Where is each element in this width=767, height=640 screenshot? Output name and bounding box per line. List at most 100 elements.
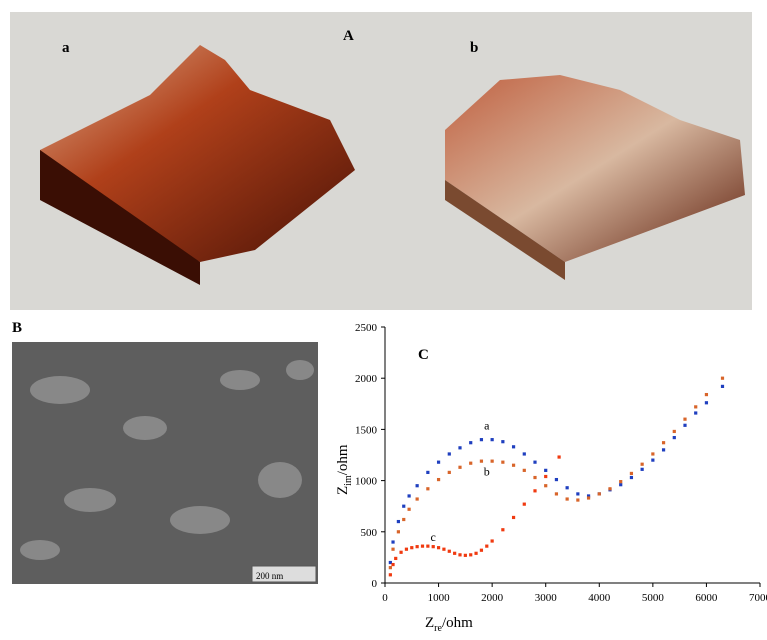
y-tick-label: 0: [372, 578, 378, 590]
point: [576, 498, 579, 501]
point: [437, 478, 440, 481]
panel-label: B: [12, 320, 22, 336]
point: [474, 552, 477, 555]
point: [416, 484, 419, 487]
point: [619, 483, 622, 486]
point: [391, 548, 394, 551]
point: [630, 476, 633, 479]
scale-bar-label: 200 nm: [256, 571, 283, 581]
point: [566, 486, 569, 489]
x-tick-label: 7000: [749, 592, 767, 604]
point: [389, 573, 392, 576]
point: [448, 452, 451, 455]
point: [480, 549, 483, 552]
point: [453, 552, 456, 555]
y-axis-label: Zim/ohm: [335, 444, 354, 495]
point: [469, 553, 472, 556]
point: [705, 401, 708, 404]
y-tick-label: 1500: [355, 424, 378, 436]
curve-label: c: [431, 530, 436, 544]
point: [410, 546, 413, 549]
point: [608, 487, 611, 490]
point: [544, 484, 547, 487]
point: [576, 492, 579, 495]
point: [480, 438, 483, 441]
point: [555, 478, 558, 481]
point: [405, 548, 408, 551]
point: [485, 545, 488, 548]
x-axis-label: Zre/ohm: [425, 615, 473, 634]
point: [437, 546, 440, 549]
point: [619, 480, 622, 483]
point: [641, 463, 644, 466]
point: [442, 548, 445, 551]
nyquist-plot: 0500100015002000250001000200030004000500…: [335, 322, 767, 634]
point: [458, 446, 461, 449]
point: [391, 540, 394, 543]
x-tick-label: 3000: [535, 592, 558, 604]
point: [408, 508, 411, 511]
point: [641, 468, 644, 471]
x-tick-label: 4000: [588, 592, 611, 604]
y-tick-label: 500: [361, 527, 378, 539]
point: [555, 492, 558, 495]
point: [651, 452, 654, 455]
point: [721, 385, 724, 388]
point: [544, 475, 547, 478]
point: [416, 545, 419, 548]
point: [662, 448, 665, 451]
point: [426, 487, 429, 490]
y-tick-label: 2000: [355, 373, 378, 385]
point: [394, 557, 397, 560]
point: [399, 551, 402, 554]
y-tick-label: 2500: [355, 322, 378, 334]
point: [491, 438, 494, 441]
point: [469, 441, 472, 444]
point: [458, 466, 461, 469]
point: [705, 393, 708, 396]
y-label-part: im: [343, 475, 354, 486]
point: [512, 464, 515, 467]
point: [683, 424, 686, 427]
point: [491, 460, 494, 463]
x-label-part: /ohm: [442, 615, 473, 631]
point: [523, 503, 526, 506]
figure: a A b B 200 nm C 05001000150020002500010…: [0, 0, 767, 635]
y-label-part: /ohm: [335, 444, 351, 475]
point: [391, 563, 394, 566]
curve-label: a: [484, 418, 490, 432]
point: [501, 461, 504, 464]
point: [683, 418, 686, 421]
point: [480, 460, 483, 463]
point: [512, 445, 515, 448]
point: [458, 553, 461, 556]
point: [587, 496, 590, 499]
point: [523, 469, 526, 472]
x-tick-label: 2000: [481, 592, 504, 604]
point: [533, 461, 536, 464]
point: [448, 471, 451, 474]
point: [402, 518, 405, 521]
point: [408, 494, 411, 497]
point: [469, 462, 472, 465]
panel-label: a: [62, 40, 70, 56]
x-tick-label: 1000: [428, 592, 451, 604]
point: [694, 405, 697, 408]
point: [437, 461, 440, 464]
point: [533, 476, 536, 479]
point: [721, 377, 724, 380]
point: [389, 566, 392, 569]
y-label-part: Z: [335, 486, 351, 495]
point: [558, 455, 561, 458]
panel-label: b: [470, 40, 478, 56]
x-tick-label: 6000: [695, 592, 718, 604]
point: [397, 530, 400, 533]
point: [523, 452, 526, 455]
point: [651, 459, 654, 462]
x-tick-label: 5000: [642, 592, 665, 604]
point: [464, 554, 467, 557]
point: [630, 472, 633, 475]
curve-label: b: [484, 464, 490, 478]
panel-label: A: [343, 28, 354, 44]
point: [426, 471, 429, 474]
